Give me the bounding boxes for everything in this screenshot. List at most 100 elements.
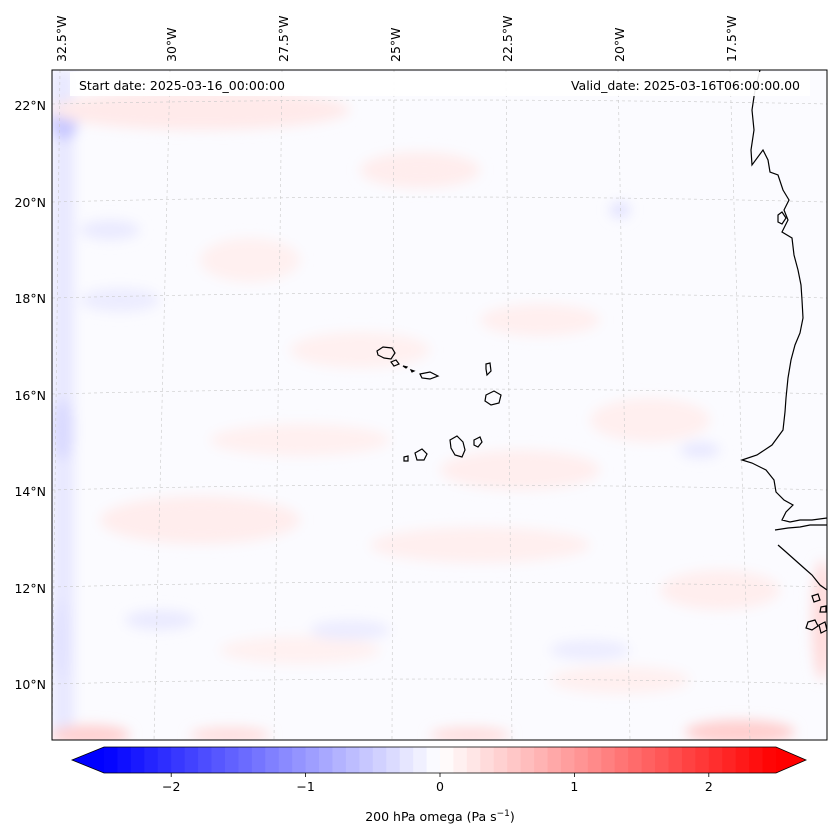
omega-positive-area (360, 152, 480, 188)
colorbar: −2 −1 0 1 2 200 hPa omega (Pa s−1) (70, 746, 808, 824)
omega-positive-area (200, 238, 300, 282)
colorbar-segment (305, 747, 320, 773)
omega-positive-area (220, 636, 380, 664)
omega-positive-area (812, 560, 827, 680)
meridian-line (505, 70, 513, 740)
colorbar-segment (319, 747, 333, 773)
colorbar-segment (762, 747, 777, 773)
colorbar-extend-max (776, 747, 806, 773)
colorbar-segment (292, 747, 307, 773)
island-santa-luzia (402, 365, 409, 369)
omega-positive-area (480, 304, 600, 336)
colorbar-segment (560, 747, 575, 773)
colorbar-segment (547, 747, 562, 773)
colorbar-tick-label: 0 (436, 779, 444, 794)
lat-tick-label: 12°N (14, 581, 46, 596)
omega-negative-area (125, 610, 195, 630)
island-sao-vicente (390, 359, 400, 367)
colorbar-label-superscript: −1 (497, 809, 510, 819)
coastline-bijagos (805, 593, 827, 634)
colorbar-segment (130, 747, 145, 773)
omega-positive-area (550, 666, 690, 694)
colorbar-outline (70, 746, 808, 774)
omega-negative-area (80, 220, 140, 240)
colorbar-segment (171, 747, 186, 773)
colorbar-segment (372, 747, 387, 773)
coastline-guinea-bissau (777, 544, 827, 591)
omega-positive-area (52, 725, 130, 740)
meridian-line (617, 70, 631, 740)
colorbar-segment (184, 747, 199, 773)
colorbar-segment (386, 747, 401, 773)
colorbar-segment (399, 747, 414, 773)
colorbar-segment (695, 747, 710, 773)
colorbar-tick-label: 2 (705, 779, 713, 794)
colorbar-segment (641, 747, 656, 773)
lon-tick-label: 25°W (388, 27, 403, 62)
colorbar-segment (534, 747, 549, 773)
colorbar-segment (466, 747, 481, 773)
omega-negative-area (610, 202, 630, 218)
colorbar-segment (614, 747, 629, 773)
omega-positive-area (100, 496, 300, 544)
omega-positive-area (52, 90, 350, 130)
parallel-line (52, 388, 827, 395)
island-sao-nicolau (409, 368, 440, 380)
omega-negative-area (52, 400, 74, 460)
colorbar-ticks: −2 −1 0 1 2 (162, 773, 713, 794)
colorbar-segment (722, 747, 737, 773)
colorbar-segment (359, 747, 374, 773)
omega-positive-area (290, 332, 430, 368)
colorbar-segment (104, 747, 118, 773)
island-fogo (414, 448, 428, 461)
lon-tick-label: 17.5°W (724, 16, 739, 62)
colorbar-segment (574, 747, 589, 773)
colorbar-segment (735, 747, 750, 773)
colorbar-label-text: 200 hPa omega (Pa s (365, 809, 496, 824)
omega-positive-area (370, 527, 590, 563)
meridian-line (273, 70, 283, 740)
colorbar-segment (345, 747, 360, 773)
colorbar-segment (265, 747, 280, 773)
african-coastline (740, 70, 827, 634)
omega-positive-area (210, 424, 390, 456)
colorbar-segment (198, 747, 213, 773)
colorbar-segment (668, 747, 683, 773)
parallel-line (52, 99, 827, 105)
colorbar-segment (708, 747, 723, 773)
meridian-line (391, 70, 395, 740)
meridian-line (729, 70, 751, 740)
lat-tick-label: 10°N (14, 677, 46, 692)
latitude-labels: 22°N 20°N 18°N 16°N 14°N 12°N 10°N (14, 98, 46, 692)
colorbar-segment (440, 747, 454, 773)
omega-positive-area (685, 720, 795, 740)
start-date-label: Start date: 2025-03-16_00:00:00 (79, 78, 285, 93)
colorbar-segment (681, 747, 696, 773)
parallel-line (52, 581, 827, 588)
colorbar-segment (628, 747, 643, 773)
colorbar-segment (157, 747, 172, 773)
info-box (70, 72, 810, 96)
omega-negative-area (550, 640, 630, 660)
colorbar-tick-label: −1 (296, 779, 314, 794)
coastline-island-north (777, 211, 787, 225)
island-santo-antao (376, 346, 396, 360)
longitude-labels: 32.5°W 30°W 27.5°W 25°W 22.5°W 20°W 17.5… (54, 16, 739, 62)
omega-field (52, 70, 827, 740)
island-santiago (449, 435, 466, 458)
meridian-line (52, 70, 61, 740)
parallel-line (52, 196, 827, 203)
island-sal (485, 362, 492, 377)
coastline-mauritania-senegal (740, 70, 827, 523)
lat-tick-label: 20°N (14, 195, 46, 210)
parallel-line (52, 484, 827, 491)
graticule (52, 70, 827, 740)
colorbar-segment (655, 747, 669, 773)
omega-negative-area (52, 600, 70, 680)
island-maio (473, 436, 483, 448)
colorbar-segment (144, 747, 159, 773)
colorbar-segment (601, 747, 616, 773)
colorbar-segment (211, 747, 226, 773)
colorbar-segment (749, 747, 764, 773)
